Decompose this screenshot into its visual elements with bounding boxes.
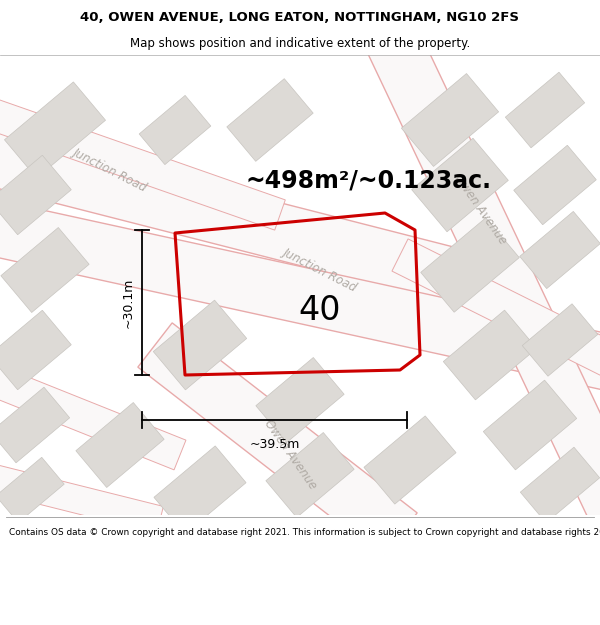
- Polygon shape: [0, 387, 70, 463]
- Polygon shape: [154, 446, 246, 534]
- Polygon shape: [153, 300, 247, 390]
- Polygon shape: [138, 323, 417, 557]
- Polygon shape: [520, 447, 599, 523]
- Text: Junction Road: Junction Road: [71, 146, 149, 194]
- Polygon shape: [483, 380, 577, 470]
- Polygon shape: [522, 304, 598, 376]
- Polygon shape: [139, 96, 211, 164]
- Polygon shape: [514, 145, 596, 225]
- Polygon shape: [0, 310, 71, 390]
- Text: Owen Avenue: Owen Avenue: [451, 173, 509, 248]
- Polygon shape: [0, 95, 285, 230]
- Polygon shape: [365, 23, 600, 532]
- Polygon shape: [0, 128, 457, 302]
- Text: Contains OS data © Crown copyright and database right 2021. This information is : Contains OS data © Crown copyright and d…: [9, 528, 600, 538]
- Polygon shape: [0, 198, 600, 392]
- Polygon shape: [443, 310, 537, 400]
- Polygon shape: [401, 74, 499, 166]
- Polygon shape: [505, 72, 584, 148]
- Polygon shape: [412, 138, 508, 232]
- Text: Owen Avenue: Owen Avenue: [261, 418, 319, 492]
- Text: 40: 40: [299, 294, 341, 326]
- Text: ~39.5m: ~39.5m: [250, 438, 299, 451]
- Polygon shape: [76, 402, 164, 488]
- Polygon shape: [0, 155, 71, 235]
- Text: Map shows position and indicative extent of the property.: Map shows position and indicative extent…: [130, 38, 470, 51]
- Polygon shape: [0, 458, 64, 522]
- Polygon shape: [520, 211, 600, 289]
- Polygon shape: [0, 360, 186, 470]
- Polygon shape: [421, 217, 519, 312]
- Polygon shape: [266, 432, 354, 518]
- Text: 40, OWEN AVENUE, LONG EATON, NOTTINGHAM, NG10 2FS: 40, OWEN AVENUE, LONG EATON, NOTTINGHAM,…: [80, 11, 520, 24]
- Polygon shape: [364, 416, 456, 504]
- Text: ~498m²/~0.123ac.: ~498m²/~0.123ac.: [245, 168, 491, 192]
- Polygon shape: [1, 228, 89, 312]
- Polygon shape: [227, 79, 313, 161]
- Polygon shape: [0, 461, 163, 534]
- Text: ~30.1m: ~30.1m: [121, 278, 134, 328]
- Polygon shape: [256, 357, 344, 442]
- Text: Junction Road: Junction Road: [281, 246, 359, 294]
- Polygon shape: [4, 82, 106, 178]
- Polygon shape: [392, 239, 600, 381]
